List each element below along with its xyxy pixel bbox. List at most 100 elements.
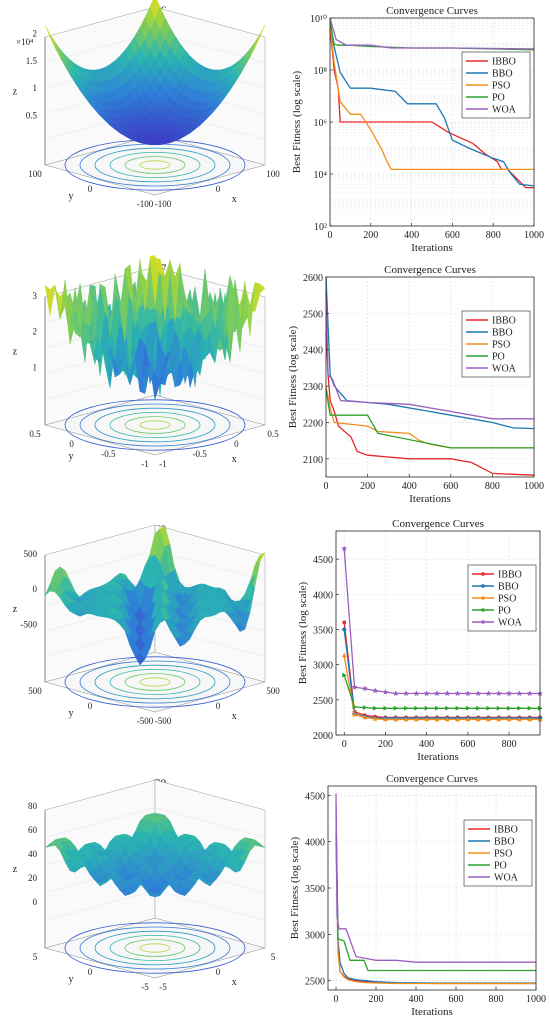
x-tick-label: 400	[419, 739, 434, 750]
data-point-pso	[352, 712, 357, 717]
data-point-woa	[403, 690, 410, 697]
surface-patch	[149, 254, 161, 274]
x-tick-label: 0	[342, 739, 347, 750]
x-tick-label: 0	[334, 994, 339, 1005]
x-axis-label: x	[232, 454, 237, 465]
x-tick-label: 800	[489, 994, 504, 1005]
contour-line	[94, 147, 216, 183]
legend-label-bbo: BBO	[492, 328, 513, 339]
data-point-po	[424, 705, 430, 711]
data-point-po	[414, 705, 419, 711]
z-tick-label: 500	[24, 549, 38, 559]
y-tick-label: 3000	[305, 930, 325, 941]
contour-line	[109, 935, 201, 962]
data-point-pso	[424, 716, 430, 722]
legend-label-bbo: BBO	[498, 582, 519, 593]
data-point-po	[362, 705, 368, 710]
z-tick-label: 2	[33, 28, 38, 38]
x-tick-label: 0.5	[267, 429, 279, 439]
data-point-pso	[444, 716, 450, 722]
contour-line	[64, 922, 246, 974]
surface-patch	[149, 0, 161, 19]
y-tick-label: 3500	[305, 884, 325, 895]
y-tick-label: 4500	[313, 555, 333, 566]
data-point-woa	[475, 690, 482, 697]
y-tick-label: 0	[88, 967, 93, 977]
x-tick-label: 0	[216, 184, 221, 194]
legend-label-po: PO	[498, 606, 511, 617]
data-point-woa	[423, 690, 430, 697]
x-axis-label: Iterations	[411, 242, 453, 254]
chart-title: Convergence Curves	[384, 264, 476, 276]
y-tick-label: 2500	[305, 977, 325, 988]
z-tick-label: 0	[33, 584, 38, 594]
axis-ticks: 0.5 1 1.5 2 z -100 0 100 x -100 0 100 y	[13, 28, 280, 209]
axes-frame	[335, 530, 541, 736]
data-point-po	[404, 705, 409, 711]
surface-mesh	[44, 0, 266, 146]
y-tick-label: 2500	[303, 309, 323, 320]
x-tick-label: 5	[271, 952, 276, 962]
plot-area	[336, 531, 540, 735]
z-exponent-label: ×10⁴	[16, 37, 33, 47]
y-tick-label: -100	[137, 199, 154, 209]
legend-label-ibbo: IBBO	[492, 57, 516, 68]
x-tick-label: 400	[402, 481, 417, 492]
x-axis-label: Iterations	[409, 493, 451, 505]
legend-label-ibbo: IBBO	[498, 570, 522, 581]
z-tick-label: 1.5	[26, 56, 38, 66]
y-axis-label: Best Fitness (log scale)	[297, 581, 309, 684]
surface-mesh	[44, 254, 266, 400]
legend-label-bbo: BBO	[492, 69, 513, 80]
series-line-pso	[335, 841, 536, 985]
contour-line	[139, 160, 171, 170]
contour-line	[139, 943, 171, 953]
x-tick-label: 0	[216, 701, 221, 711]
axes-frame	[325, 276, 535, 478]
surface-patch	[149, 814, 161, 818]
x-tick-label: 600	[449, 994, 464, 1005]
x-axis-label: x	[232, 711, 237, 722]
data-point-po	[434, 705, 440, 711]
z-tick-label: 60	[28, 825, 38, 835]
data-point-woa	[372, 687, 379, 694]
y-tick-label: 100	[28, 169, 42, 179]
x-tick-label: 0	[324, 481, 329, 492]
data-point-woa	[454, 690, 461, 697]
x-tick-label: 200	[363, 230, 378, 241]
series-line-bbo	[329, 28, 535, 187]
legend-label-woa: WOA	[494, 873, 519, 884]
y-tick-label: -5	[141, 982, 149, 992]
contour-line	[109, 151, 201, 178]
legend-marker	[481, 620, 485, 624]
y-axis-label: y	[69, 708, 74, 719]
data-point-pso	[362, 714, 368, 720]
x-tick-label: 200	[360, 481, 375, 492]
series-line-po	[335, 832, 536, 972]
y-tick-label: 2300	[303, 382, 323, 393]
x-tick-label: 200	[378, 739, 393, 750]
x-tick-label: 400	[404, 230, 419, 241]
data-point-woa	[351, 684, 358, 690]
contour-line	[139, 677, 171, 687]
chart-title: Convergence Curves	[386, 5, 478, 17]
x-tick-label: 400	[409, 994, 424, 1005]
y-tick-label: 2500	[313, 696, 333, 707]
data-point-pso	[475, 716, 481, 722]
data-point-po	[496, 705, 502, 711]
y-tick-label: 3500	[313, 625, 333, 636]
legend-label-woa: WOA	[498, 618, 523, 629]
y-tick-label: 5	[33, 952, 38, 962]
x-tick-label: -1	[159, 459, 167, 469]
data-point-woa	[464, 690, 471, 697]
x-tick-label: 0	[328, 230, 333, 241]
legend-label-po: PO	[492, 93, 505, 104]
data-point-pso	[486, 716, 491, 722]
y-axis-label: Best Fitness (log scale)	[289, 836, 301, 939]
convergence-chart-f7: 0 200 400 600 800 1000 2100 2200 2300 2400 2500 260…	[287, 264, 544, 505]
